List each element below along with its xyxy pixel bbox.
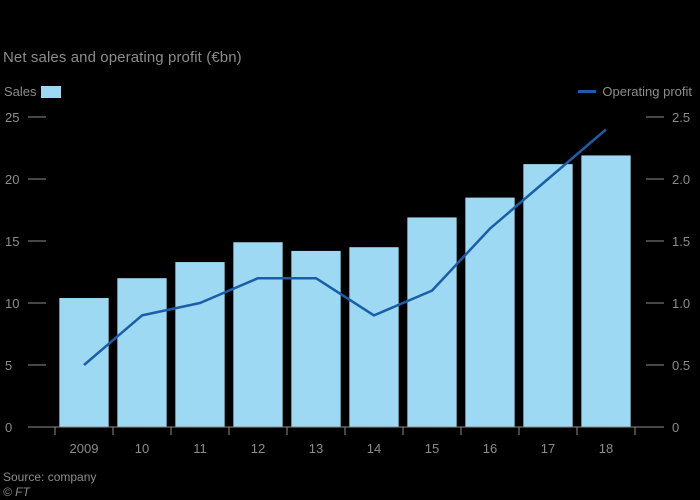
line-operating-profit [83,128,607,366]
x-tick-label-14: 14 [367,441,381,456]
bar-sales-15 [407,217,457,427]
left-tick-label-5: 25 [5,110,19,125]
bar-sales-17 [523,164,573,427]
x-tick-label-10: 10 [135,441,149,456]
right-tick-label-1: 0.5 [672,358,690,373]
bar-sales-18 [581,155,631,427]
right-tick-label-5: 2.5 [672,110,690,125]
bar-sales-13 [291,250,341,427]
x-tick-label-18: 18 [599,441,613,456]
bar-sales-14 [349,247,399,427]
legend-profit-swatch [578,90,597,93]
legend-sales-label: Sales [4,84,37,99]
legend-sales: Sales [4,84,61,99]
x-tick-label-15: 15 [425,441,439,456]
left-tick-label-0: 0 [5,420,12,435]
chart-title: Net sales and operating profit (€bn) [3,49,242,66]
x-tick-label-16: 16 [483,441,497,456]
bar-sales-16 [465,197,515,427]
legend-sales-swatch [40,85,61,98]
legend-profit-label: Operating profit [602,84,692,99]
x-tick-label-12: 12 [251,441,265,456]
bar-sales-2009 [59,298,109,427]
left-tick-label-1: 5 [5,358,12,373]
ft-credit: © FT [3,485,30,499]
x-tick-label-2009: 2009 [70,441,99,456]
right-tick-label-3: 1.5 [672,234,690,249]
right-tick-label-4: 2.0 [672,172,690,187]
x-tick-label-11: 11 [193,441,207,456]
right-tick-label-0: 0 [672,420,679,435]
bar-sales-11 [175,262,225,427]
right-tick-label-2: 1.0 [672,296,690,311]
legend-profit: Operating profit [578,84,692,99]
bar-sales-10 [117,278,167,427]
left-tick-label-3: 15 [5,234,19,249]
bar-sales-12 [233,242,283,427]
x-tick-label-17: 17 [541,441,555,456]
x-tick-label-13: 13 [309,441,323,456]
left-tick-label-2: 10 [5,296,19,311]
source-note: Source: company [3,470,97,484]
left-tick-label-4: 20 [5,172,19,187]
